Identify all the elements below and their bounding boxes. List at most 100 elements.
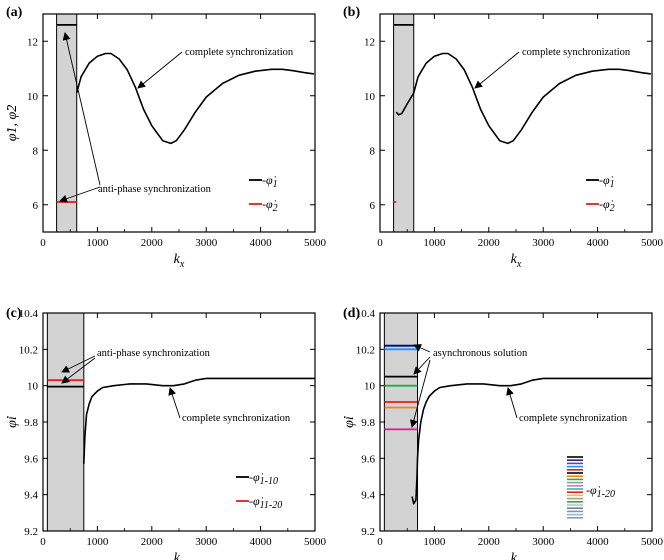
panel-label: (a)	[6, 5, 23, 20]
annotation-text: anti-phase synchronization	[98, 184, 212, 195]
x-axis-label: kx	[511, 252, 522, 270]
x-tick-label: 0	[40, 536, 46, 548]
y-tick-label: 9.4	[361, 490, 375, 502]
y-tick-label: 9.8	[361, 417, 375, 429]
y-tick-label: 10.2	[19, 344, 38, 356]
series-line-1	[395, 52, 652, 145]
x-tick-label: 4000	[250, 536, 273, 548]
annotation-text: complete synchronization	[185, 47, 294, 58]
legend-label: -φ̇1-10	[249, 470, 278, 487]
legend-label: -φ̇1	[599, 173, 615, 190]
legend-label-sub: 11-20	[260, 500, 283, 511]
x-tick-label: 3000	[532, 536, 555, 548]
annotation-text: complete synchronization	[522, 47, 631, 58]
x-axis-label-main: k	[174, 252, 181, 267]
legend-label: -φ̇1	[262, 173, 278, 190]
x-axis-label: kx	[174, 551, 185, 560]
y-tick-label: 9.4	[24, 490, 38, 502]
annotation-arrow	[62, 32, 101, 186]
legend-label-sub: 1-10	[260, 476, 278, 487]
panel-2: 0 1000 2000 3000 4000 5000681012(b)kxcomplete…	[343, 5, 664, 270]
annotation-arrow	[61, 355, 96, 373]
x-tick-label: 3000	[195, 237, 218, 249]
annotation-arrow	[413, 356, 431, 375]
x-tick-label: 2000	[141, 237, 164, 249]
annotation-text: asynchronous solution	[433, 348, 528, 359]
x-axis-label-sub: x	[179, 259, 185, 270]
x-tick-label: 2000	[478, 536, 501, 548]
annotation-arrow	[59, 186, 101, 203]
y-tick-label: 9.2	[361, 526, 375, 538]
annotation-text: complete synchronization	[519, 413, 628, 424]
y-tick-label: 8	[33, 145, 39, 157]
x-tick-label: 5000	[304, 536, 327, 548]
panel-3: 0 1000 2000 3000 4000 5000 9.2 9.4 9.6 9.8 10 10.2 1…	[5, 306, 327, 560]
x-tick-label: 3000	[195, 536, 218, 548]
legend-label: -φ̇1-20	[586, 483, 615, 500]
x-axis-label-sub: x	[179, 558, 185, 560]
x-tick-label: 5000	[641, 237, 664, 249]
y-tick-label: 9.6	[361, 453, 375, 465]
shaded-region	[46, 312, 85, 532]
panel-label: (c)	[6, 306, 22, 321]
legend-label: -φ̇2	[599, 197, 615, 214]
y-axis-label: φ̇i	[342, 416, 357, 428]
x-axis-label-sub: x	[516, 558, 522, 560]
x-axis-label: kx	[511, 551, 522, 560]
x-tick-label: 3000	[532, 237, 555, 249]
legend-label-sub: 1-20	[597, 489, 615, 500]
y-axis-label: φ̇i	[5, 416, 20, 428]
legend-label-sub: 2	[610, 203, 615, 214]
x-tick-label: 4000	[587, 237, 610, 249]
annotation-arrow	[168, 387, 181, 419]
annotation-arrow	[506, 387, 518, 419]
y-tick-label: 9.6	[24, 453, 38, 465]
panel-label: (d)	[343, 306, 360, 321]
x-tick-label: 1000	[423, 237, 446, 249]
y-tick-label: 9.2	[24, 526, 38, 538]
y-tick-label: 12	[364, 36, 375, 48]
legend-label-sub: 1	[273, 179, 278, 190]
y-tick-label: 9.8	[24, 417, 38, 429]
series-line-1	[83, 377, 315, 464]
x-tick-label: 4000	[250, 237, 273, 249]
x-tick-label: 5000	[304, 237, 327, 249]
x-tick-label: 2000	[141, 536, 164, 548]
panel-label: (b)	[343, 5, 360, 20]
x-tick-label: 0	[377, 536, 383, 548]
x-axis-label-sub: x	[516, 259, 522, 270]
x-tick-label: 1000	[86, 237, 109, 249]
y-axis-label: φ̇1, φ̇2	[5, 105, 20, 142]
annotation-arrow	[137, 51, 183, 89]
annotation-arrow	[61, 357, 96, 384]
shaded-region	[56, 13, 78, 233]
annotation-arrow	[409, 359, 431, 428]
y-tick-label: 10	[27, 91, 39, 103]
y-tick-label: 6	[370, 200, 376, 212]
shaded-region	[393, 13, 415, 233]
y-tick-label: 10	[364, 381, 376, 393]
y-tick-label: 10.4	[356, 308, 376, 320]
y-tick-label: 8	[370, 145, 376, 157]
panel-4: 0 1000 2000 3000 4000 5000 9.2 9.4 9.6 9.8 10 10.2 1…	[342, 306, 664, 560]
annotation-arrow	[413, 344, 431, 353]
x-tick-label: 5000	[641, 536, 664, 548]
y-tick-label: 6	[33, 200, 39, 212]
x-axis-label: kx	[174, 252, 185, 270]
x-tick-label: 2000	[478, 237, 501, 249]
y-tick-label: 10	[364, 91, 376, 103]
x-tick-label: 4000	[587, 536, 610, 548]
x-axis-label-main: k	[511, 551, 518, 560]
y-tick-label: 10.2	[356, 344, 375, 356]
y-tick-label: 10	[27, 381, 39, 393]
y-tick-label: 10.4	[19, 308, 39, 320]
legend-label-sub: 1	[610, 179, 615, 190]
annotation-text: anti-phase synchronization	[97, 348, 211, 359]
x-axis-label-main: k	[174, 551, 181, 560]
series-line-1	[411, 377, 652, 505]
legend-label: -φ̇2	[262, 197, 278, 214]
legend-label: -φ̇11-20	[249, 494, 282, 511]
legend-label-sub: 2	[273, 203, 278, 214]
